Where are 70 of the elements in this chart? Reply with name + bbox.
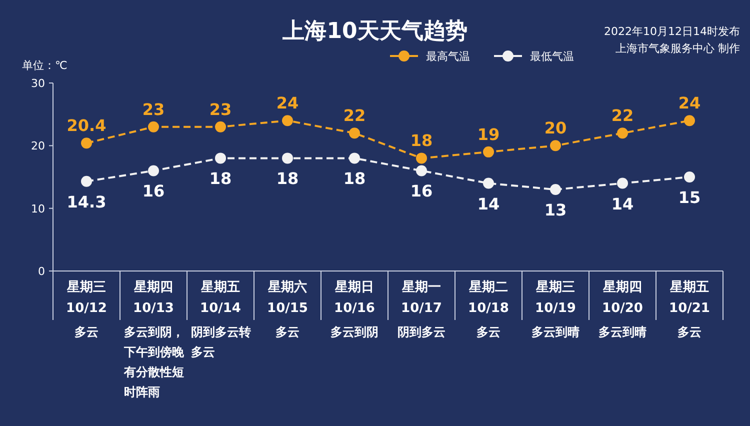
point (215, 121, 226, 132)
text: 上海市气象服务中心 制作 (616, 42, 740, 55)
point (148, 121, 159, 132)
data-label: 18 (209, 169, 232, 188)
point (416, 165, 427, 176)
text: 多云 (74, 325, 98, 339)
point (483, 178, 494, 189)
data-label: 20.4 (66, 116, 106, 136)
data-label: 18 (410, 131, 433, 150)
text: 2022年10月12日14时发布 (604, 25, 740, 38)
y-tick-label: 10 (31, 202, 45, 216)
text: 多云 (476, 325, 500, 339)
text: 多云 (678, 325, 702, 339)
point (684, 172, 695, 182)
y-axis-title: 单位：℃ (22, 59, 68, 72)
point (148, 165, 159, 176)
text: 阴到多云 (398, 325, 446, 339)
point (617, 128, 628, 139)
text: 多云到晴 (598, 325, 646, 339)
data-label: 23 (142, 100, 165, 119)
data-label: 14 (611, 194, 634, 214)
data-label: 16 (410, 182, 433, 201)
legend-label: 最高气温 (426, 50, 470, 63)
point (684, 115, 695, 126)
data-label: 20 (544, 118, 567, 138)
data-label: 24 (276, 94, 299, 113)
point (81, 138, 92, 149)
point (215, 152, 226, 164)
x-tick-label: 星期二 10/18 (468, 280, 509, 316)
text: 多云到阴，下午到傍晚有分散性短时阵雨 (123, 325, 185, 399)
data-label: 18 (343, 169, 366, 188)
point (416, 152, 427, 164)
text: 多云到晴 (532, 325, 580, 339)
chart-title: 上海10天天气趋势 (282, 19, 468, 44)
data-label: 22 (611, 106, 634, 126)
data-label: 13 (544, 200, 567, 220)
point (617, 178, 628, 189)
text: 阴到多云转多云 (191, 325, 251, 359)
y-tick-label: 0 (38, 265, 45, 278)
x-tick-label: 星期四 10/13 (133, 280, 174, 316)
x-tick-label: 星期五 10/21 (669, 280, 710, 316)
x-tick-label: 星期三 10/19 (535, 280, 576, 316)
data-label: 22 (343, 106, 366, 126)
y-tick-label: 30 (31, 77, 45, 90)
data-label: 16 (142, 182, 165, 201)
x-tick-label: 星期一 10/17 (401, 280, 442, 316)
point (550, 140, 561, 152)
point (282, 115, 293, 126)
data-label: 14.3 (66, 192, 106, 212)
data-label: 15 (678, 188, 701, 207)
x-tick-label: 星期三 10/12 (66, 280, 107, 316)
x-tick-label: 星期日 10/16 (334, 280, 375, 316)
data-label: 24 (678, 94, 701, 113)
text: 多云到阴 (330, 325, 378, 339)
point (81, 176, 92, 187)
data-label: 19 (477, 124, 500, 144)
text: 多云 (276, 325, 300, 339)
legend-label: 最低气温 (530, 50, 574, 63)
x-tick-label: 星期四 10/20 (602, 280, 643, 316)
data-label: 14 (477, 194, 500, 214)
point (349, 152, 360, 164)
x-tick-label: 星期五 10/14 (200, 280, 241, 316)
point (550, 184, 561, 196)
x-tick-label: 星期六 10/15 (267, 279, 308, 316)
y-tick-label: 20 (31, 140, 45, 153)
point (349, 128, 360, 139)
point (282, 152, 293, 164)
data-label: 18 (276, 169, 299, 188)
data-label: 23 (209, 100, 232, 119)
point (483, 146, 494, 158)
